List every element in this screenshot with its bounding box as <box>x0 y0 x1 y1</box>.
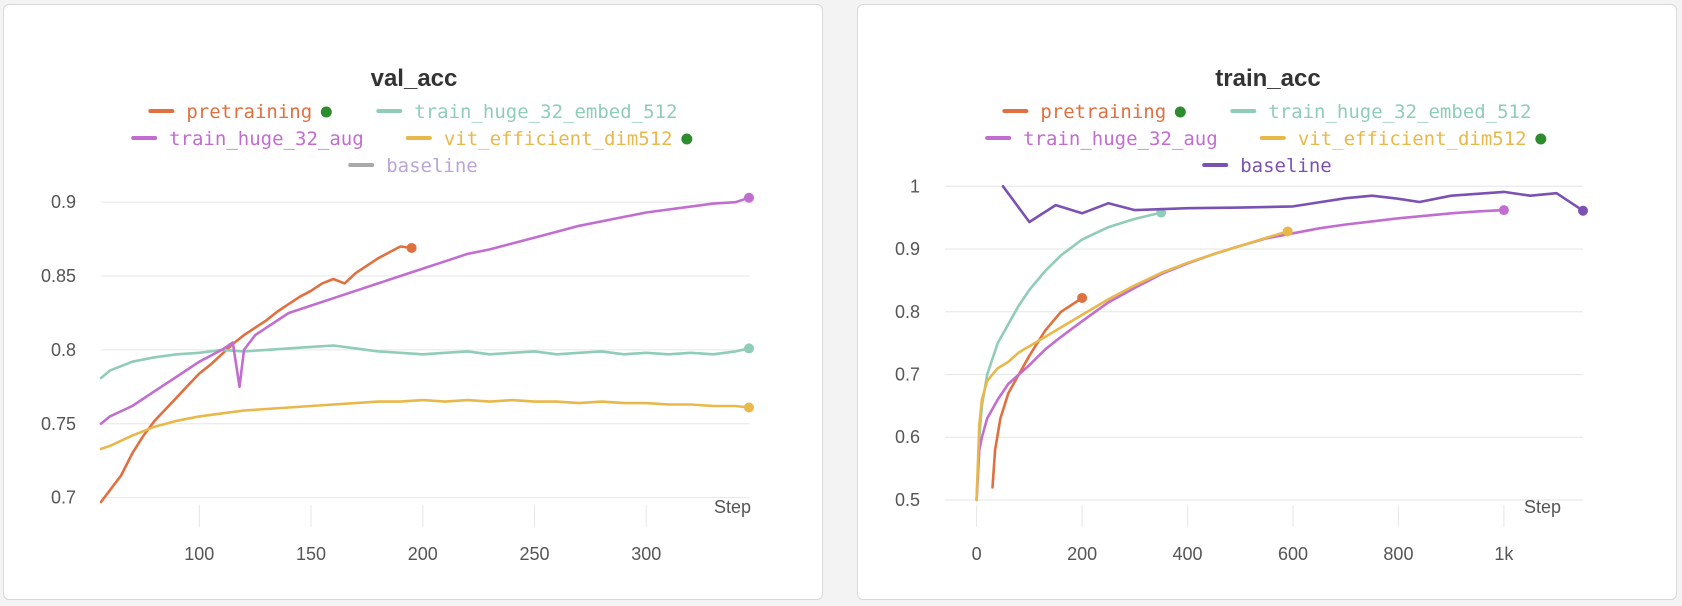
legend-status-dot <box>681 133 693 145</box>
legend-item-vit-efficient-dim512[interactable]: vit_efficient_dim512 <box>1259 128 1547 150</box>
x-tick-label: 0 <box>972 544 982 564</box>
legend-status-dot <box>1535 133 1547 145</box>
legend-item-pretraining[interactable]: pretraining <box>1002 101 1186 123</box>
chart-panel-val-acc: val_acc pretraining train_huge_32_embed_5… <box>3 4 823 600</box>
x-tick-label: 200 <box>408 544 438 564</box>
series-end-point-baseline[interactable] <box>1578 205 1588 216</box>
x-axis-label: Step <box>1524 497 1561 517</box>
y-tick-label: 0.9 <box>895 239 920 259</box>
series-group <box>975 185 1588 502</box>
x-tick-label: 1k <box>1494 544 1514 564</box>
series-end-point-train-huge-32-aug[interactable] <box>1498 205 1509 216</box>
axis-ticks: 0.7 0.75 0.8 0.85 0.9 100 150 200 250 300 <box>41 192 661 564</box>
legend-item-train-huge-32-embed-512[interactable]: train_huge_32_embed_512 <box>1230 101 1531 123</box>
legend-label: vit_efficient_dim512 <box>444 128 673 150</box>
chart-title: train_acc <box>1215 65 1320 92</box>
legend-item-baseline[interactable]: baseline <box>348 155 478 177</box>
series-line-baseline[interactable] <box>1001 185 1585 224</box>
x-tick-label: 200 <box>1067 544 1097 564</box>
legend-label: pretraining <box>186 101 312 123</box>
legend-label: train_huge_32_embed_512 <box>414 101 677 123</box>
series-end-point-train-huge-32-aug[interactable] <box>744 192 754 203</box>
legend-item-train-huge-32-aug[interactable]: train_huge_32_aug <box>131 128 364 150</box>
legend-label: baseline <box>1240 155 1332 177</box>
series-line-train-huge-32-aug[interactable] <box>99 196 751 426</box>
series-end-point-pretraining[interactable] <box>406 242 417 253</box>
chart-title: val_acc <box>371 65 458 92</box>
series-line-vit-efficient-dim512[interactable] <box>975 230 1290 502</box>
y-tick-label: 0.8 <box>895 302 920 322</box>
y-tick-label: 0.5 <box>895 490 920 510</box>
x-tick-label: 100 <box>184 544 214 564</box>
legend: pretraining train_huge_32_embed_512 train_… <box>131 101 693 177</box>
series-line-vit-efficient-dim512[interactable] <box>99 398 751 451</box>
x-axis-label: Step <box>714 497 751 517</box>
x-tick-label: 300 <box>631 544 661 564</box>
legend-label: pretraining <box>1040 101 1166 123</box>
legend: pretraining train_huge_32_embed_512 train_… <box>985 101 1547 177</box>
legend-item-train-huge-32-embed-512[interactable]: train_huge_32_embed_512 <box>376 101 677 123</box>
y-tick-label: 0.8 <box>51 340 76 360</box>
legend-item-train-huge-32-aug[interactable]: train_huge_32_aug <box>985 128 1218 150</box>
series-end-point-vit-efficient-dim512[interactable] <box>744 402 754 413</box>
chart-val-acc: val_acc pretraining train_huge_32_embed_5… <box>41 65 754 564</box>
series-end-point-pretraining[interactable] <box>1077 292 1088 303</box>
y-tick-label: 0.6 <box>895 427 920 447</box>
y-tick-label: 0.7 <box>895 364 920 384</box>
x-tick-label: 250 <box>519 544 549 564</box>
legend-label: train_huge_32_aug <box>169 128 363 150</box>
legend-label: train_huge_32_embed_512 <box>1268 101 1531 123</box>
legend-label: vit_efficient_dim512 <box>1298 128 1527 150</box>
series-end-point-vit-efficient-dim512[interactable] <box>1282 226 1293 237</box>
legend-item-vit-efficient-dim512[interactable]: vit_efficient_dim512 <box>405 128 693 150</box>
x-tick-label: 800 <box>1383 544 1413 564</box>
y-tick-label: 0.85 <box>41 266 76 286</box>
axis-ticks: 0.5 0.6 0.7 0.8 0.9 1 0 200 400 600 800 1k <box>895 176 1514 564</box>
legend-label: baseline <box>386 155 478 177</box>
chart-train-acc: train_acc pretraining train_huge_32_embed… <box>895 65 1588 564</box>
series-line-train-huge-32-aug[interactable] <box>975 208 1506 502</box>
x-tick-label: 400 <box>1173 544 1203 564</box>
y-tick-label: 0.9 <box>51 192 76 212</box>
y-tick-label: 1 <box>910 176 920 196</box>
series-line-train-huge-32-embed-512[interactable] <box>99 344 751 380</box>
legend-item-baseline[interactable]: baseline <box>1202 155 1332 177</box>
grid <box>945 185 1583 527</box>
legend-status-dot <box>320 106 332 118</box>
series-line-train-huge-32-embed-512[interactable] <box>975 211 1163 502</box>
grid <box>101 201 749 527</box>
chart-panel-train-acc: train_acc pretraining train_huge_32_embed… <box>857 4 1677 600</box>
series-line-pretraining[interactable] <box>99 245 413 504</box>
x-tick-label: 600 <box>1278 544 1308 564</box>
y-tick-label: 0.75 <box>41 414 76 434</box>
legend-status-dot <box>1174 106 1186 118</box>
series-group <box>99 192 754 504</box>
legend-label: train_huge_32_aug <box>1023 128 1217 150</box>
y-tick-label: 0.7 <box>51 488 76 508</box>
legend-item-pretraining[interactable]: pretraining <box>148 101 332 123</box>
series-end-point-train-huge-32-embed-512[interactable] <box>744 343 754 354</box>
x-tick-label: 150 <box>296 544 326 564</box>
